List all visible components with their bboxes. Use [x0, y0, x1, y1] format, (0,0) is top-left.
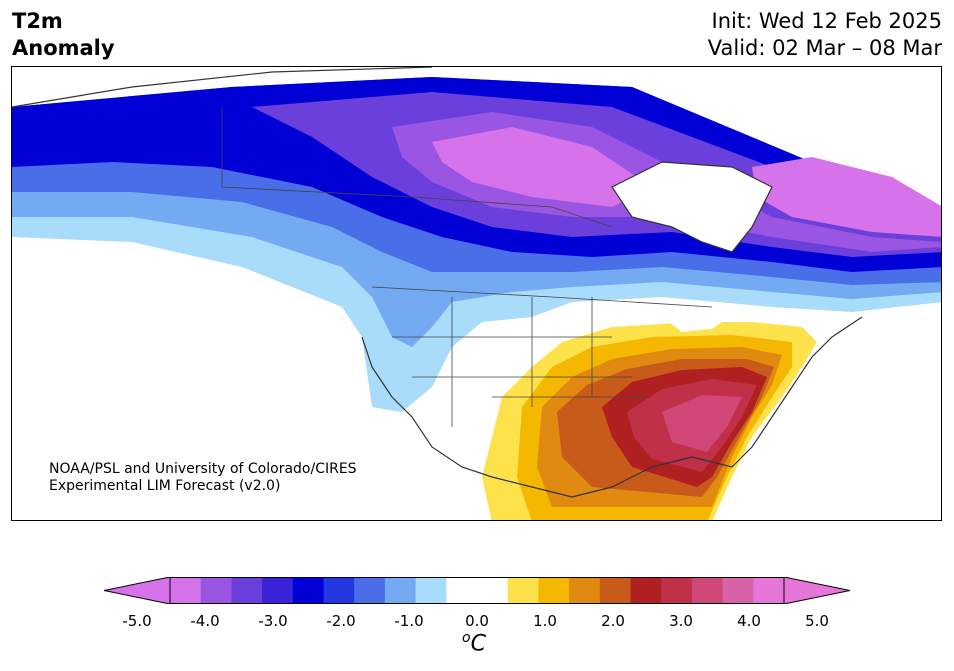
title-variable-line1: T2m	[12, 9, 63, 33]
colorbar-tick-label: 3.0	[669, 612, 693, 630]
colorbar-segment	[630, 577, 662, 604]
colorbar-segment	[200, 577, 232, 604]
colorbar-segment	[354, 577, 386, 604]
credit-text: NOAA/PSL and University of Colorado/CIRE…	[49, 461, 357, 495]
hudson-bay	[612, 162, 772, 252]
colorbar-segment	[569, 577, 601, 604]
colorbar-tick-label: 0.0	[465, 612, 489, 630]
unit-label: oC	[462, 630, 486, 656]
colorbar-segment	[446, 577, 478, 604]
colorbar-tick-label: 5.0	[805, 612, 829, 630]
map-canvas	[12, 67, 941, 520]
state-borders	[221, 107, 713, 427]
colorbar-tick-label: 4.0	[737, 612, 761, 630]
colorbar-tick-label: -2.0	[326, 612, 356, 630]
anomaly-band-minus7	[432, 127, 941, 237]
credit-line2: Experimental LIM Forecast (v2.0)	[49, 478, 281, 494]
colorbar-segment	[323, 577, 355, 604]
map-title: T2m Anomaly	[12, 8, 115, 62]
colorbar-segment	[415, 577, 447, 604]
colorbar-segment	[753, 577, 785, 604]
colorbar-segment	[691, 577, 724, 604]
colorbar-max-extension	[783, 577, 850, 604]
credit-line1: NOAA/PSL and University of Colorado/CIRE…	[49, 461, 357, 477]
colorbar	[104, 577, 850, 604]
colorbar-segment	[538, 577, 570, 604]
great-lakes	[662, 307, 732, 332]
title-variable-line2: Anomaly	[12, 36, 115, 60]
colorbar-segment	[292, 577, 324, 604]
colorbar-tick-label: -5.0	[122, 612, 152, 630]
colorbar-segment	[661, 577, 693, 604]
colorbar-segment	[507, 577, 539, 604]
colorbar-segment	[231, 577, 263, 604]
unit-base: C	[470, 631, 486, 657]
colorbar-tick-label: 2.0	[601, 612, 625, 630]
colorbar-segment	[599, 577, 631, 604]
anomaly-band-plus7	[662, 395, 742, 452]
colorbar-tick-label: -1.0	[394, 612, 424, 630]
colorbar-min-extension	[104, 577, 171, 604]
colorbar-segment	[384, 577, 417, 604]
anomaly-map	[11, 66, 942, 521]
colorbar-segment	[722, 577, 754, 604]
colorbar-tick-label: -3.0	[258, 612, 288, 630]
colorbar-tick-label: -4.0	[190, 612, 220, 630]
init-date-label: Init: Wed 12 Feb 2025	[711, 9, 942, 33]
colorbar-border	[169, 577, 785, 604]
forecast-dates: Init: Wed 12 Feb 2025 Valid: 02 Mar – 08…	[708, 8, 942, 62]
colorbar-segment	[170, 577, 202, 604]
colorbar-segment	[477, 577, 509, 604]
coastlines	[12, 67, 863, 498]
colorbar-tick-label: 1.0	[533, 612, 557, 630]
unit-superscript: o	[462, 630, 471, 646]
colorbar-segment	[262, 577, 294, 604]
valid-date-label: Valid: 02 Mar – 08 Mar	[707, 36, 942, 60]
